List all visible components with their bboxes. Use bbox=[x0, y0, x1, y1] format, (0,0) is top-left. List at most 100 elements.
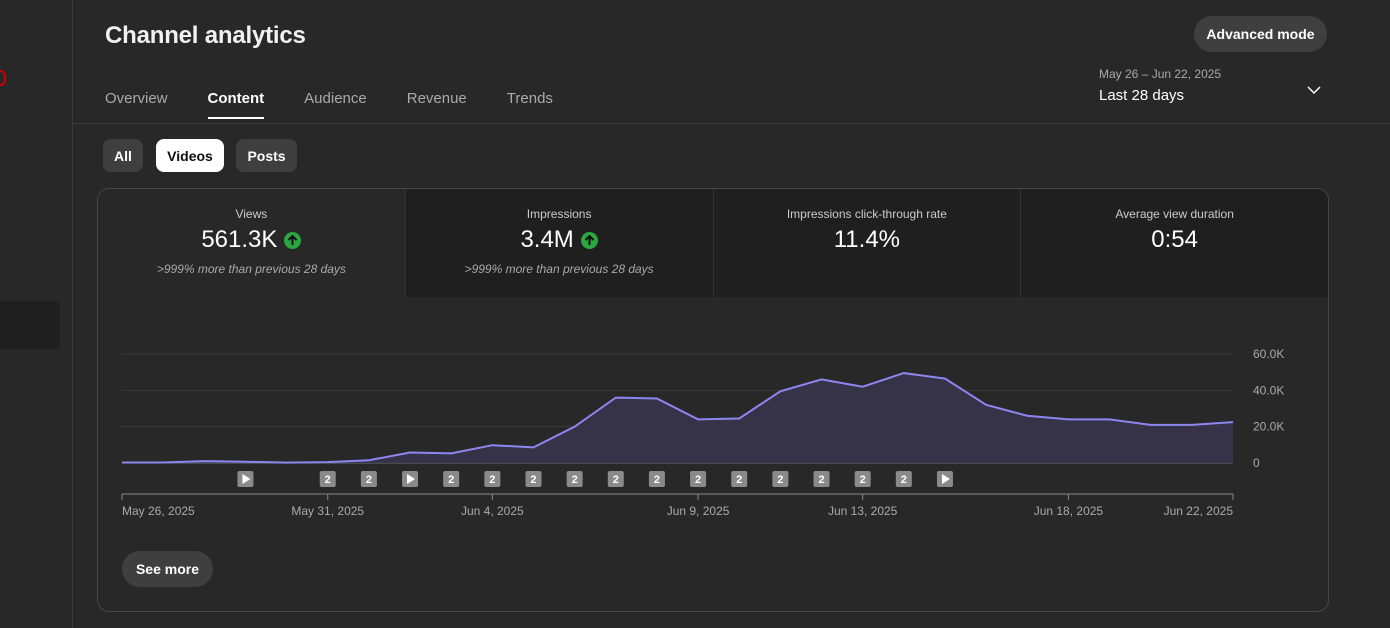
upload-count: 2 bbox=[695, 474, 701, 486]
metric-tab-views[interactable]: Views 561.3K >999% more than previous 28… bbox=[98, 189, 405, 297]
data-point[interactable] bbox=[201, 458, 207, 464]
data-point[interactable] bbox=[530, 444, 536, 450]
x-tick-label: Jun 4, 2025 bbox=[461, 504, 524, 518]
metric-comparison: >999% more than previous 28 days bbox=[464, 262, 654, 276]
date-range-label: Last 28 days bbox=[1099, 87, 1185, 104]
upload-count: 2 bbox=[530, 474, 536, 486]
trend-up-icon bbox=[580, 231, 598, 249]
metric-label: Impressions click-through rate bbox=[786, 207, 947, 221]
upload-marker[interactable] bbox=[813, 471, 830, 487]
data-point[interactable] bbox=[819, 376, 825, 382]
upload-count: 2 bbox=[818, 474, 824, 486]
data-point[interactable] bbox=[736, 415, 742, 421]
tab-overview[interactable]: Overview bbox=[105, 90, 168, 107]
data-point[interactable] bbox=[613, 395, 619, 401]
metric-label: Average view duration bbox=[1115, 207, 1234, 221]
upload-marker[interactable] bbox=[607, 471, 624, 487]
views-area bbox=[122, 373, 1233, 463]
x-tick-label: May 26, 2025 bbox=[122, 504, 195, 518]
views-chart: 0 20.0K 40.0K 60.0K 2 2 2 2 2 2 2 2 2 2 2 2 2 2 May 26, 20… bbox=[119, 347, 1284, 518]
upload-marker[interactable] bbox=[854, 471, 871, 487]
left-nav bbox=[0, 0, 73, 628]
x-tick-label: May 31, 2025 bbox=[291, 504, 364, 518]
data-point[interactable] bbox=[284, 460, 290, 466]
chevron-down-icon[interactable] bbox=[1307, 83, 1321, 97]
data-point[interactable] bbox=[901, 370, 907, 376]
upload-count: 2 bbox=[325, 474, 331, 486]
upload-count: 2 bbox=[860, 474, 866, 486]
upload-count: 2 bbox=[901, 474, 907, 486]
data-point[interactable] bbox=[325, 459, 331, 465]
nav-item-selected[interactable] bbox=[0, 301, 60, 349]
upload-marker[interactable] bbox=[443, 471, 460, 487]
tab-audience[interactable]: Audience bbox=[304, 90, 367, 107]
views-line bbox=[122, 372, 1234, 464]
data-point[interactable] bbox=[695, 416, 701, 422]
tab-trends[interactable]: Trends bbox=[506, 90, 553, 107]
upload-marker[interactable] bbox=[525, 471, 542, 487]
data-point[interactable] bbox=[1107, 416, 1113, 422]
trend-up-icon bbox=[284, 231, 302, 249]
upload-count: 2 bbox=[572, 474, 578, 486]
data-point[interactable] bbox=[119, 459, 125, 465]
nav-item-icon-partial[interactable] bbox=[0, 70, 6, 86]
upload-marker[interactable] bbox=[648, 471, 665, 487]
data-point[interactable] bbox=[448, 450, 454, 456]
data-point[interactable] bbox=[1024, 413, 1030, 419]
y-tick-label: 60.0K bbox=[1253, 347, 1284, 361]
metric-tab-impressions[interactable]: Impressions 3.4M >999% more than previou… bbox=[404, 189, 713, 297]
upload-count: 2 bbox=[366, 474, 372, 486]
header-divider bbox=[73, 123, 1390, 124]
upload-marker[interactable] bbox=[731, 471, 748, 487]
data-point[interactable] bbox=[160, 459, 166, 465]
upload-marker[interactable] bbox=[360, 471, 377, 487]
data-point[interactable] bbox=[242, 459, 248, 465]
upload-count: 2 bbox=[489, 474, 495, 486]
metric-label: Views bbox=[235, 207, 268, 221]
data-point[interactable] bbox=[1230, 419, 1236, 425]
data-point[interactable] bbox=[1065, 416, 1071, 422]
data-point[interactable] bbox=[860, 384, 866, 390]
data-point[interactable] bbox=[777, 388, 783, 394]
data-point[interactable] bbox=[654, 396, 660, 402]
data-point[interactable] bbox=[1148, 422, 1154, 428]
metric-value: 3.4M bbox=[520, 226, 574, 253]
data-point[interactable] bbox=[407, 449, 413, 455]
upload-marker[interactable] bbox=[895, 471, 912, 487]
y-tick-label: 40.0K bbox=[1253, 383, 1284, 397]
metric-value: 0:54 bbox=[1151, 226, 1198, 253]
upload-count: 2 bbox=[777, 474, 783, 486]
data-point[interactable] bbox=[366, 457, 372, 463]
date-range-picker[interactable]: May 26 – Jun 22, 2025 Last 28 days bbox=[1099, 67, 1329, 104]
upload-count: 2 bbox=[448, 474, 454, 486]
data-point[interactable] bbox=[983, 402, 989, 408]
x-tick-label: Jun 18, 2025 bbox=[1034, 504, 1104, 518]
upload-marker[interactable] bbox=[484, 471, 501, 487]
upload-marker[interactable] bbox=[319, 471, 336, 487]
upload-marker[interactable] bbox=[690, 471, 707, 487]
play-icon bbox=[407, 474, 416, 484]
date-range-dates: May 26 – Jun 22, 2025 bbox=[1099, 67, 1222, 81]
filter-chip-videos[interactable]: Videos bbox=[156, 139, 224, 172]
metric-tab-avg-view-duration[interactable]: Average view duration 0:54 bbox=[1020, 189, 1328, 297]
filter-chip-posts[interactable]: Posts bbox=[236, 139, 297, 172]
see-more-button[interactable]: See more bbox=[122, 551, 213, 587]
metric-value: 11.4% bbox=[833, 226, 901, 253]
data-point[interactable] bbox=[572, 424, 578, 430]
filter-chip-all[interactable]: All bbox=[103, 139, 143, 172]
play-icon bbox=[941, 474, 950, 484]
upload-marker[interactable] bbox=[772, 471, 789, 487]
tab-content[interactable]: Content bbox=[207, 90, 264, 119]
metric-tab-ctr[interactable]: Impressions click-through rate 11.4% bbox=[712, 189, 1021, 297]
tab-revenue[interactable]: Revenue bbox=[406, 90, 467, 107]
analytics-tabs: Overview Content Audience Revenue Trends bbox=[105, 90, 593, 119]
upload-count: 2 bbox=[613, 474, 619, 486]
upload-count: 2 bbox=[654, 474, 660, 486]
x-tick-label: Jun 13, 2025 bbox=[828, 504, 898, 518]
metric-tabs: Views 561.3K >999% more than previous 28… bbox=[98, 189, 1328, 297]
advanced-mode-button[interactable]: Advanced mode bbox=[1194, 16, 1327, 52]
data-point[interactable] bbox=[1189, 422, 1195, 428]
data-point[interactable] bbox=[489, 442, 495, 448]
upload-marker[interactable] bbox=[566, 471, 583, 487]
data-point[interactable] bbox=[942, 376, 948, 382]
